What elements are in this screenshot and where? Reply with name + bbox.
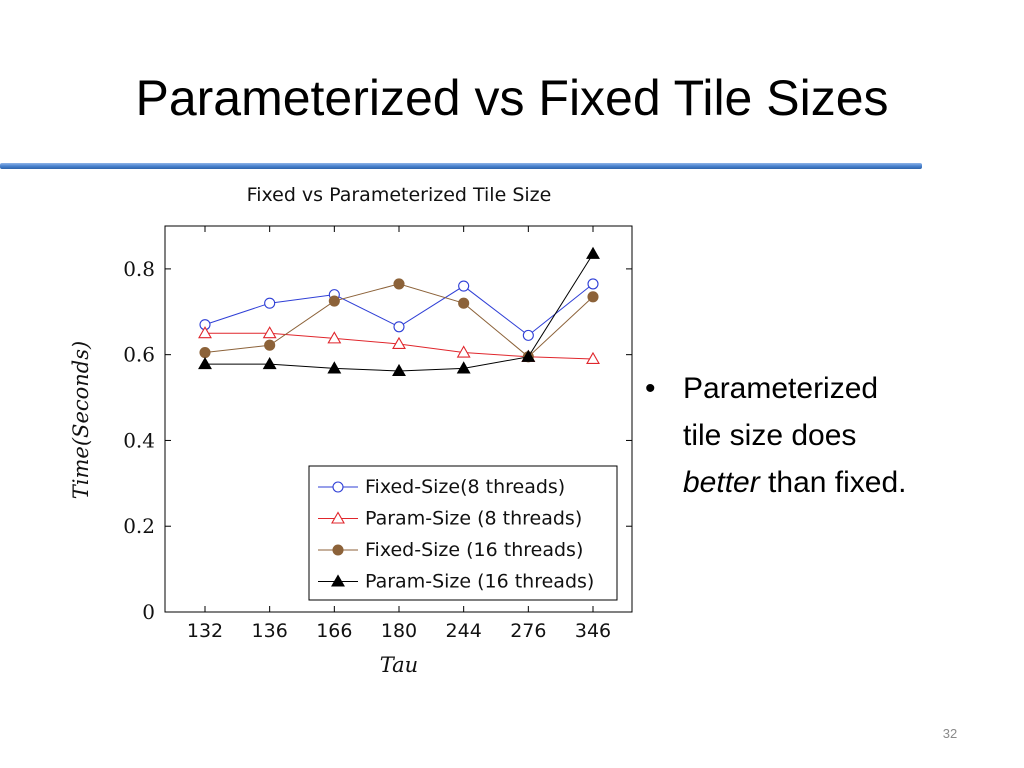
legend-marker: [332, 481, 344, 493]
legend-entry: Param-Size (16 threads): [318, 571, 594, 593]
series-line: [205, 253, 594, 372]
data-point: [262, 326, 277, 339]
page-number: 32: [942, 726, 958, 741]
series-2: [198, 326, 600, 365]
data-point: [393, 321, 405, 333]
y-tick-label: 0.6: [123, 343, 155, 367]
data-point: [198, 326, 212, 339]
data-point: [587, 278, 599, 290]
chart-title: Fixed vs Parameterized Tile Size: [247, 184, 552, 206]
legend-entry: Fixed-Size(8 threads): [318, 476, 565, 498]
data-point: [392, 336, 406, 349]
data-point: [586, 351, 600, 365]
data-point: [198, 356, 212, 370]
bullet-item: Parameterized tile size does better than…: [683, 365, 1003, 506]
data-point: [456, 361, 471, 374]
x-tick-label: 180: [381, 620, 417, 642]
data-point: [328, 295, 340, 307]
bullet-line-2: tile size does: [683, 419, 857, 452]
series-3: [199, 278, 599, 363]
data-point: [327, 331, 342, 344]
legend-marker: [332, 544, 344, 556]
data-point: [262, 356, 277, 370]
data-point: [458, 297, 470, 309]
data-point: [522, 329, 534, 341]
legend-label: Fixed-Size (16 threads): [365, 539, 583, 561]
legend-entry: Param-Size (8 threads): [318, 508, 582, 530]
y-tick-label: 0.2: [123, 514, 155, 538]
bullet-dot-icon: •: [645, 372, 656, 405]
x-axis: 132 136 166 180 244 276 346: [187, 226, 611, 642]
x-tick-label: 136: [252, 620, 288, 642]
bullet-line-3-rest: than fixed.: [759, 466, 907, 499]
legend: Fixed-Size(8 threads) Param-Size (8 threa…: [308, 465, 618, 601]
data-point: [393, 278, 405, 290]
data-point: [456, 345, 471, 358]
data-point: [521, 349, 536, 362]
legend-label: Param-Size (8 threads): [365, 508, 582, 530]
bullet-line-3: better than fixed.: [683, 459, 1003, 506]
data-point: [264, 297, 276, 309]
legend-box: [308, 465, 618, 601]
data-point: [587, 291, 599, 303]
x-tick-label: 166: [316, 620, 352, 642]
x-tick-label: 244: [446, 620, 482, 642]
y-axis-label: Time(Seconds): [69, 341, 93, 499]
x-axis-label: Tau: [380, 653, 418, 677]
data-point: [199, 346, 211, 359]
series-4: [198, 246, 600, 377]
y-tick-label: 0: [142, 600, 155, 624]
legend-marker: [331, 574, 345, 587]
legend-label: Param-Size (16 threads): [365, 571, 594, 593]
data-point: [586, 246, 600, 259]
y-tick-label: 0.4: [123, 428, 155, 452]
y-tick-label: 0.8: [123, 257, 155, 281]
data-point: [327, 361, 342, 374]
legend-marker: [331, 511, 345, 524]
slide-title: Parameterized vs Fixed Tile Sizes: [135, 70, 889, 126]
data-point: [458, 280, 470, 292]
x-tick-label: 132: [187, 620, 223, 642]
legend-entry: Fixed-Size (16 threads): [318, 539, 583, 561]
series-layer: [198, 246, 600, 377]
legend-label: Fixed-Size(8 threads): [365, 476, 565, 498]
bullet-line-1: Parameterized: [683, 372, 879, 405]
bullet-emphasis: better: [683, 466, 760, 499]
title-divider: [0, 163, 922, 169]
x-tick-label: 346: [575, 620, 611, 642]
series-1: [199, 278, 599, 341]
data-point: [392, 363, 406, 377]
data-point: [264, 339, 276, 351]
x-tick-label: 276: [510, 620, 546, 642]
y-axis: 0 0.2 0.4 0.6 0.8: [123, 257, 632, 624]
